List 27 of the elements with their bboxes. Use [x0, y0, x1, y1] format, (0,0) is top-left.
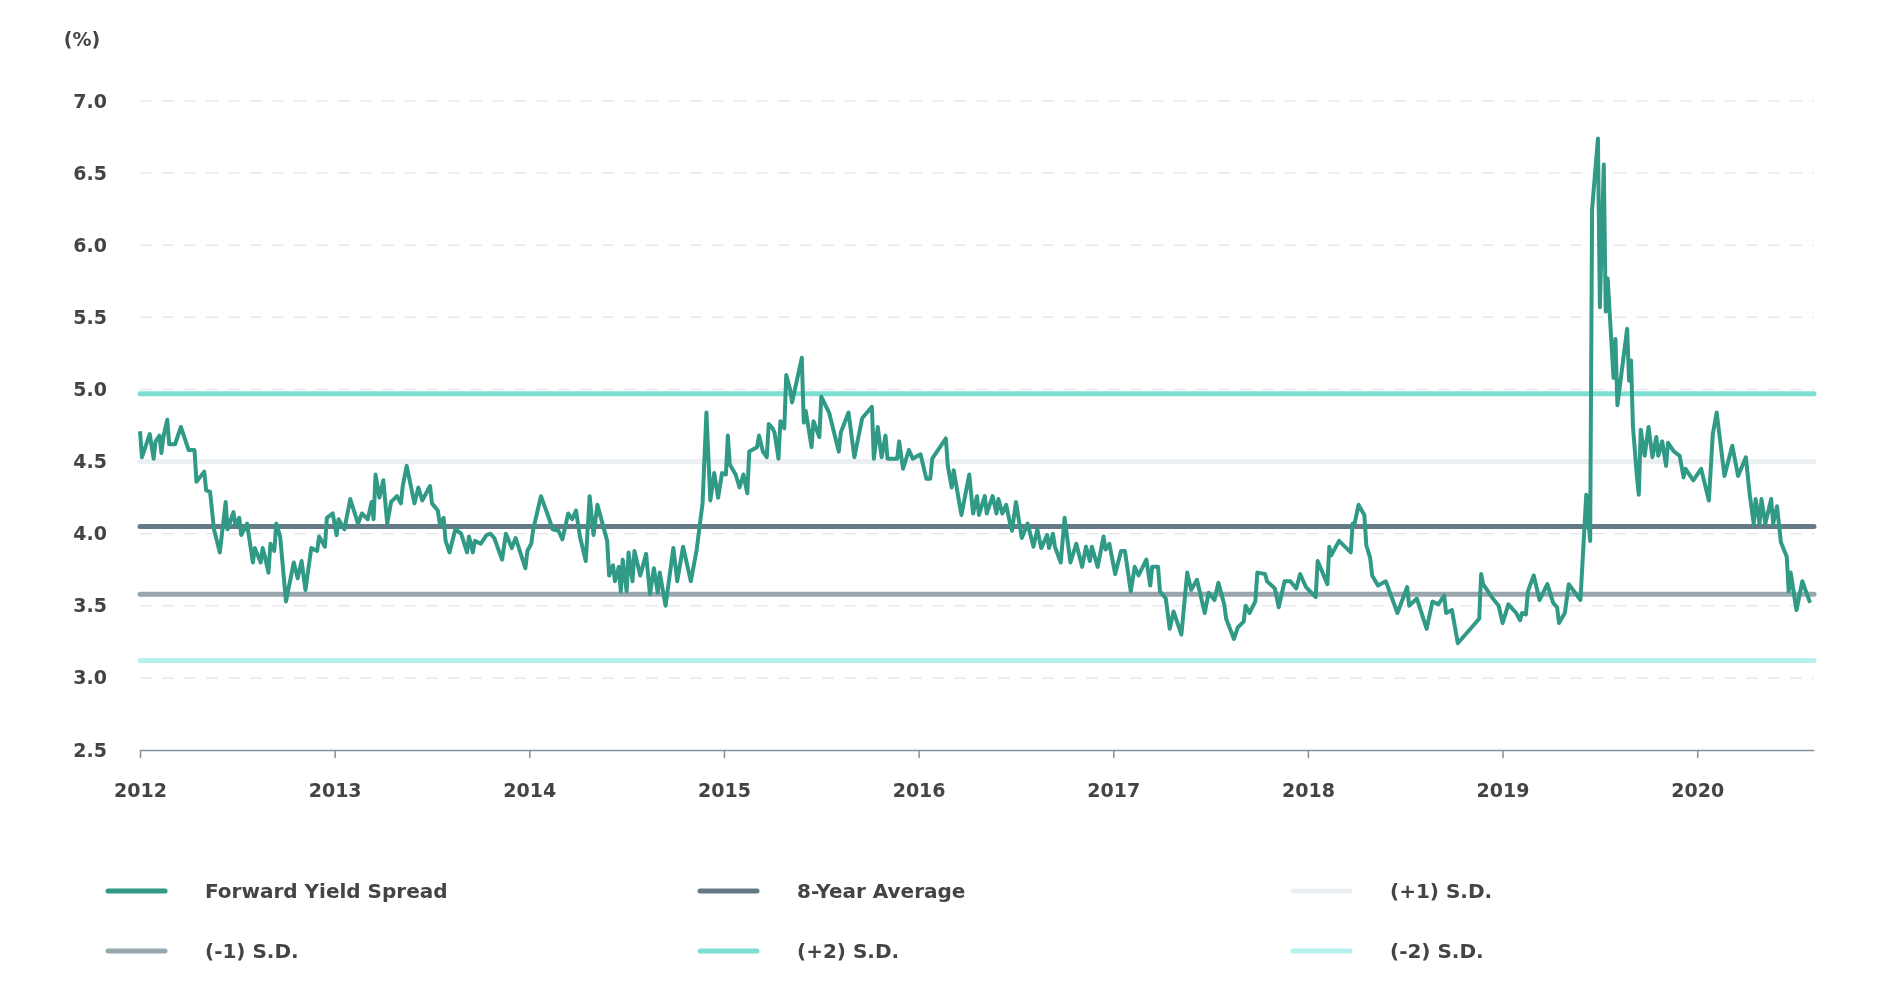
y-tick-label: 6.0: [73, 233, 107, 256]
line-series: [138, 136, 1813, 646]
y-tick-label: 6.5: [73, 161, 107, 184]
y-axis-title: (%): [63, 28, 101, 50]
y-tick-label: 3.0: [73, 666, 107, 689]
legend-label: (+2) S.D.: [797, 939, 900, 963]
legend-label: (+1) S.D.: [1390, 879, 1493, 903]
y-tick-label: 7.0: [73, 89, 107, 112]
legend-label: (-1) S.D.: [205, 939, 299, 963]
x-tick-label: 2016: [892, 779, 946, 802]
y-tick-label: 2.5: [73, 738, 107, 761]
y-tick-label: 4.5: [73, 450, 107, 473]
x-tick-label: 2015: [698, 779, 751, 802]
y-tick-label: 5.5: [73, 305, 107, 328]
y-tick-label: 4.0: [73, 522, 107, 545]
x-tick-label: 2020: [1671, 779, 1725, 802]
x-tick-label: 2014: [503, 779, 557, 802]
x-tick-label: 2012: [114, 779, 167, 802]
y-tick-label: 5.0: [73, 378, 107, 401]
x-tick-label: 2013: [308, 779, 362, 802]
legend-label: 8-Year Average: [797, 879, 966, 903]
legend-label: Forward Yield Spread: [205, 879, 448, 903]
y-tick-label: 3.5: [73, 594, 107, 617]
x-tick-label: 2017: [1087, 779, 1141, 802]
legend-label: (-2) S.D.: [1390, 939, 1484, 963]
x-tick-label: 2018: [1281, 779, 1335, 802]
x-tick-label: 2019: [1476, 779, 1530, 802]
